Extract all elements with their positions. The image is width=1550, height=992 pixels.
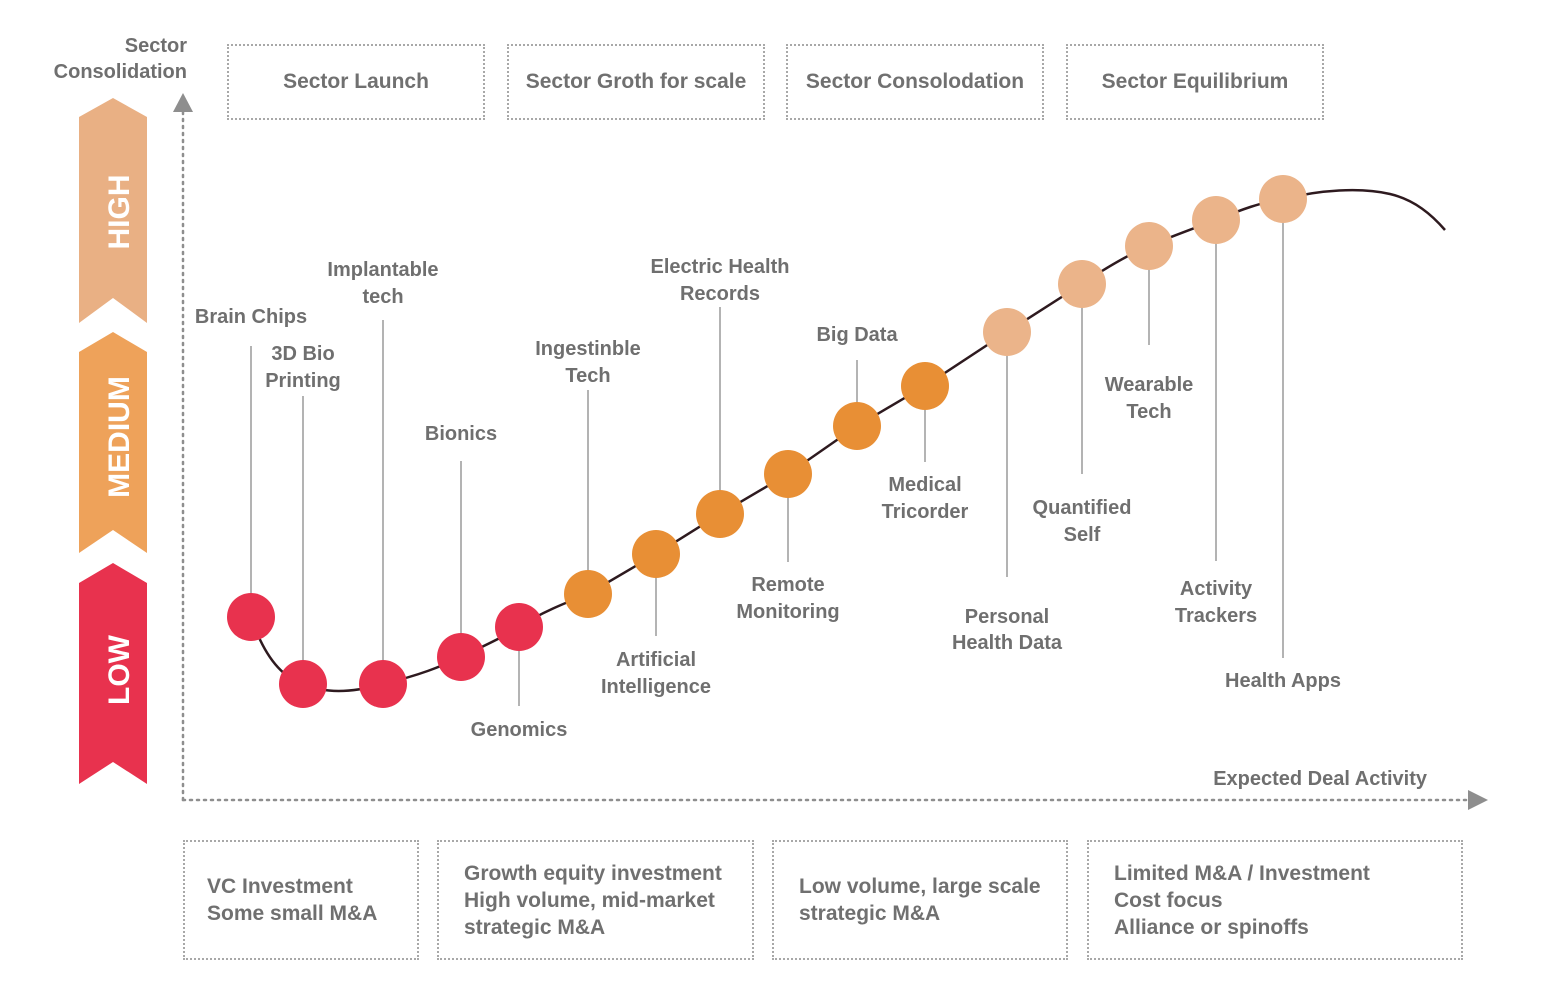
tech-label-brain-chips: Brain Chips (195, 306, 307, 328)
node-brain-chips (227, 593, 275, 641)
node-medical-tricorder (901, 362, 949, 410)
tech-label-implantable-tech: tech (362, 286, 403, 308)
tech-label-remote-monitoring: Monitoring (736, 601, 839, 623)
phase-box-equilibrium: Sector Equilibrium (1066, 44, 1324, 120)
node-wearable-tech (1125, 222, 1173, 270)
tech-label-medical-tricorder: Medical (888, 474, 961, 496)
deal-box-3: Low volume, large scale strategic M&A (772, 840, 1068, 960)
level-chevron-high (79, 98, 147, 323)
level-label-medium: MEDIUM (103, 376, 136, 498)
phase-label-growth: Sector Groth for scale (525, 70, 747, 93)
deal-text: Growth equity investment (464, 861, 722, 885)
node-genomics (495, 603, 543, 651)
node-electric-health-records (696, 490, 744, 538)
tech-label-big-data: Big Data (816, 324, 898, 346)
tech-label-health-apps: Health Apps (1225, 670, 1341, 692)
node-3d-bio-printing (279, 660, 327, 708)
deal-box-4: Limited M&A / Investment Cost focus Alli… (1087, 840, 1463, 960)
tech-label-3d-bio-printing: 3D Bio (271, 343, 334, 365)
level-chevron-medium (79, 332, 147, 553)
tech-label-electric-health-records: Electric Health (651, 256, 790, 278)
deal-text: strategic M&A (799, 902, 941, 925)
level-label-low: LOW (103, 634, 136, 705)
tech-label-remote-monitoring: Remote (751, 574, 824, 596)
node-bionics (437, 633, 485, 681)
node-implantable-tech (359, 660, 407, 708)
y-axis-label-line2: Consolidation (54, 61, 187, 83)
node-quantified-self (1058, 260, 1106, 308)
tech-label-quantified-self: Self (1064, 524, 1101, 546)
x-axis-arrow-icon (1468, 790, 1488, 810)
deal-text: VC Investment (207, 875, 353, 898)
tech-label-electric-health-records: Records (680, 283, 760, 305)
x-axis-label: Expected Deal Activity (1213, 768, 1428, 790)
deal-text: Limited M&A / Investment (1114, 861, 1370, 885)
y-axis-label-line1: Sector (125, 35, 187, 57)
deal-text: Cost focus (1114, 888, 1223, 912)
deal-text: strategic M&A (464, 915, 606, 939)
node-artificial-intelligence (632, 530, 680, 578)
tech-label-medical-tricorder: Tricorder (882, 501, 969, 523)
node-big-data (833, 402, 881, 450)
deal-box-2: Growth equity investment High volume, mi… (437, 840, 754, 960)
deal-text: High volume, mid-market (464, 888, 715, 912)
tech-label-quantified-self: Quantified (1033, 497, 1132, 519)
node-remote-monitoring (764, 450, 812, 498)
tech-label-genomics: Genomics (471, 719, 568, 741)
deal-text: Low volume, large scale (799, 875, 1041, 898)
tech-label-activity-trackers: Activity (1180, 578, 1253, 600)
tech-label-ingestinble-tech: Tech (565, 365, 610, 387)
tech-label-artificial-intelligence: Intelligence (601, 676, 711, 698)
tech-label-bionics: Bionics (425, 423, 497, 445)
tech-label-activity-trackers: Trackers (1175, 605, 1257, 627)
deal-text: Some small M&A (207, 902, 378, 925)
tech-label-implantable-tech: Implantable (327, 259, 438, 281)
tech-label-personal-health-data: Personal (965, 606, 1049, 628)
deal-box-1: VC Investment Some small M&A (183, 840, 419, 960)
phase-box-consolidation: Sector Consolodation (786, 44, 1044, 120)
tech-label-wearable-tech: Wearable (1105, 374, 1194, 396)
tech-label-personal-health-data: Health Data (952, 632, 1063, 654)
phase-label-consolidation: Sector Consolodation (805, 70, 1025, 93)
deal-text: Alliance or spinoffs (1114, 915, 1309, 939)
level-chevron-low (79, 563, 147, 784)
node-health-apps (1259, 175, 1307, 223)
phase-box-growth: Sector Groth for scale (507, 44, 765, 120)
phase-box-launch: Sector Launch (227, 44, 485, 120)
tech-label-wearable-tech: Tech (1126, 401, 1171, 423)
phase-label-equilibrium: Sector Equilibrium (1101, 70, 1289, 93)
technology-nodes: Brain Chips 3D Bio Printing Implantable tech… (195, 175, 1341, 741)
node-personal-health-data (983, 308, 1031, 356)
tech-label-artificial-intelligence: Artificial (616, 649, 696, 671)
node-activity-trackers (1192, 196, 1240, 244)
phase-label-launch: Sector Launch (283, 70, 429, 93)
y-axis-arrow-icon (173, 93, 193, 112)
tech-label-3d-bio-printing: Printing (265, 370, 341, 392)
level-label-high: HIGH (103, 175, 136, 250)
tech-label-ingestinble-tech: Ingestinble (535, 338, 641, 360)
node-ingestinble-tech (564, 570, 612, 618)
